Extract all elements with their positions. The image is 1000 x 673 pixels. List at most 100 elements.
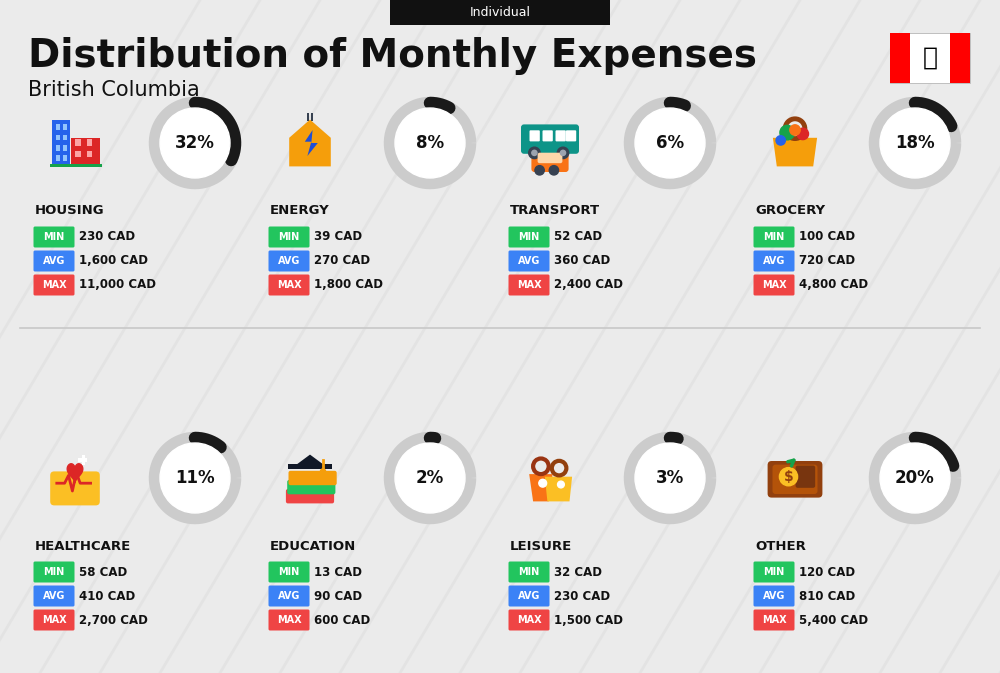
FancyBboxPatch shape (754, 227, 794, 248)
FancyBboxPatch shape (754, 275, 794, 295)
FancyBboxPatch shape (796, 466, 815, 488)
Text: MAX: MAX (762, 615, 786, 625)
FancyBboxPatch shape (63, 135, 67, 141)
Text: MIN: MIN (278, 567, 300, 577)
Circle shape (797, 128, 809, 139)
Circle shape (539, 479, 547, 487)
Text: MIN: MIN (43, 232, 65, 242)
Circle shape (635, 443, 705, 513)
Circle shape (535, 166, 544, 175)
Text: Distribution of Monthly Expenses: Distribution of Monthly Expenses (28, 37, 757, 75)
Text: 1,600 CAD: 1,600 CAD (79, 254, 148, 267)
Circle shape (779, 468, 798, 486)
Text: MIN: MIN (278, 232, 300, 242)
Text: 810 CAD: 810 CAD (799, 590, 855, 602)
FancyBboxPatch shape (34, 275, 74, 295)
Polygon shape (529, 474, 553, 501)
Circle shape (558, 481, 564, 488)
FancyBboxPatch shape (34, 250, 74, 271)
Text: 100 CAD: 100 CAD (799, 230, 855, 244)
Text: AVG: AVG (43, 591, 65, 601)
Text: AVG: AVG (763, 256, 785, 266)
Circle shape (780, 125, 794, 140)
Text: GROCERY: GROCERY (755, 205, 825, 217)
FancyBboxPatch shape (566, 131, 576, 141)
FancyBboxPatch shape (890, 33, 910, 83)
FancyBboxPatch shape (754, 586, 794, 606)
FancyBboxPatch shape (509, 275, 550, 295)
Text: 39 CAD: 39 CAD (314, 230, 362, 244)
FancyBboxPatch shape (87, 139, 92, 145)
Text: 52 CAD: 52 CAD (554, 230, 602, 244)
Circle shape (880, 108, 950, 178)
FancyBboxPatch shape (509, 227, 550, 248)
FancyBboxPatch shape (268, 227, 310, 248)
FancyBboxPatch shape (63, 155, 67, 162)
FancyBboxPatch shape (63, 125, 67, 130)
Circle shape (635, 108, 705, 178)
FancyBboxPatch shape (287, 480, 335, 494)
Circle shape (557, 147, 569, 159)
FancyBboxPatch shape (509, 250, 550, 271)
Circle shape (320, 469, 326, 474)
Circle shape (532, 150, 537, 155)
FancyBboxPatch shape (56, 145, 60, 151)
Text: 230 CAD: 230 CAD (79, 230, 135, 244)
Text: 32%: 32% (175, 134, 215, 152)
Circle shape (395, 108, 465, 178)
FancyBboxPatch shape (268, 586, 310, 606)
Text: 13 CAD: 13 CAD (314, 565, 362, 579)
FancyBboxPatch shape (34, 610, 74, 631)
Text: 1,500 CAD: 1,500 CAD (554, 614, 623, 627)
Text: 410 CAD: 410 CAD (79, 590, 135, 602)
Polygon shape (297, 454, 323, 464)
FancyBboxPatch shape (87, 151, 92, 157)
FancyBboxPatch shape (75, 139, 81, 145)
Text: 230 CAD: 230 CAD (554, 590, 610, 602)
Polygon shape (773, 138, 817, 166)
FancyBboxPatch shape (34, 227, 74, 248)
Text: MIN: MIN (43, 567, 65, 577)
FancyBboxPatch shape (268, 275, 310, 295)
Text: 270 CAD: 270 CAD (314, 254, 370, 267)
FancyBboxPatch shape (82, 454, 85, 465)
Text: 360 CAD: 360 CAD (554, 254, 610, 267)
Text: 600 CAD: 600 CAD (314, 614, 370, 627)
Text: 2,700 CAD: 2,700 CAD (79, 614, 148, 627)
Text: EDUCATION: EDUCATION (270, 540, 356, 553)
Text: 🍁: 🍁 (922, 46, 938, 70)
FancyBboxPatch shape (538, 153, 562, 163)
Circle shape (160, 108, 230, 178)
Polygon shape (289, 120, 331, 166)
Text: 4,800 CAD: 4,800 CAD (799, 279, 868, 291)
Polygon shape (545, 476, 572, 501)
FancyBboxPatch shape (307, 113, 309, 121)
FancyBboxPatch shape (34, 561, 74, 583)
FancyBboxPatch shape (754, 561, 794, 583)
FancyBboxPatch shape (56, 155, 60, 162)
Polygon shape (67, 464, 83, 483)
FancyBboxPatch shape (63, 145, 67, 151)
FancyBboxPatch shape (556, 131, 566, 141)
Text: MAX: MAX (277, 280, 301, 290)
FancyBboxPatch shape (754, 610, 794, 631)
FancyBboxPatch shape (78, 458, 87, 462)
FancyBboxPatch shape (530, 131, 540, 141)
Text: AVG: AVG (43, 256, 65, 266)
Text: 90 CAD: 90 CAD (314, 590, 362, 602)
FancyBboxPatch shape (890, 33, 970, 83)
Text: 58 CAD: 58 CAD (79, 565, 127, 579)
FancyBboxPatch shape (56, 125, 60, 130)
FancyBboxPatch shape (768, 461, 822, 497)
Text: MAX: MAX (42, 615, 66, 625)
Text: MAX: MAX (517, 615, 541, 625)
FancyBboxPatch shape (509, 610, 550, 631)
Circle shape (790, 125, 800, 135)
FancyBboxPatch shape (509, 586, 550, 606)
Circle shape (776, 136, 785, 145)
Text: 8%: 8% (416, 134, 444, 152)
FancyBboxPatch shape (950, 33, 970, 83)
Text: 11,000 CAD: 11,000 CAD (79, 279, 156, 291)
FancyBboxPatch shape (75, 151, 81, 157)
Text: OTHER: OTHER (755, 540, 806, 553)
